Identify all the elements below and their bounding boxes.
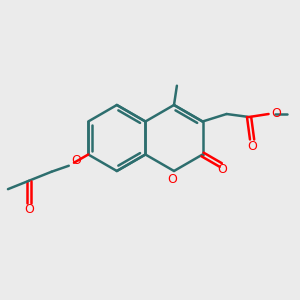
Text: O: O xyxy=(217,163,227,176)
Text: O: O xyxy=(247,140,257,153)
Text: O: O xyxy=(71,154,81,167)
Text: O: O xyxy=(24,203,34,216)
Text: O: O xyxy=(271,107,281,120)
Text: O: O xyxy=(168,173,177,186)
